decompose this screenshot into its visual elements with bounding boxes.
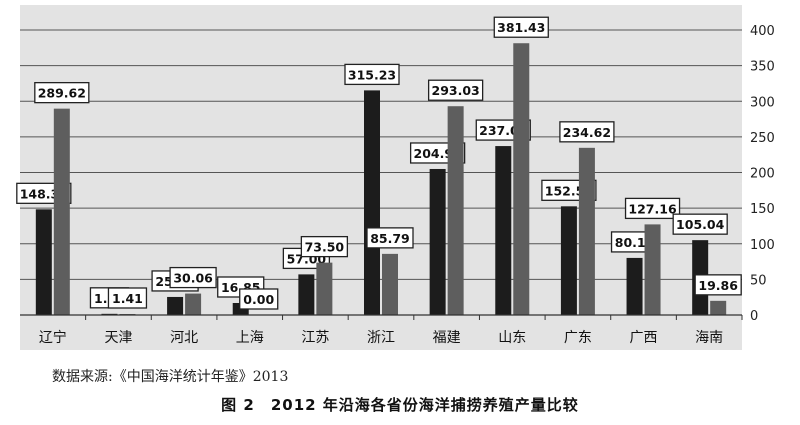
x-tick-label: 上海 [236, 330, 264, 346]
data-label: 315.23 [348, 67, 396, 82]
data-label: 1.41 [112, 291, 143, 306]
x-tick-label: 河北 [170, 330, 198, 346]
bar-series-2 [513, 43, 530, 315]
data-label-box [239, 288, 279, 310]
bar-series-1 [495, 146, 512, 315]
data-label: 30.06 [173, 271, 213, 286]
x-tick-label: 广东 [564, 330, 592, 346]
bar-series-1 [35, 209, 52, 315]
data-label-box [366, 227, 414, 249]
data-label: 381.43 [497, 20, 545, 35]
figure-caption: 图 2 2012 年沿海各省份海洋捕捞养殖产量比较 [221, 396, 579, 414]
x-tick-label: 江苏 [301, 330, 329, 346]
y-tick-label: 350 [750, 60, 775, 75]
y-tick-label: 200 [750, 167, 775, 182]
data-label-box [427, 79, 484, 101]
x-tick-label: 福建 [433, 330, 461, 346]
data-label: 0.00 [243, 292, 274, 307]
data-label: 234.62 [563, 125, 611, 140]
bar-series-1 [364, 90, 380, 316]
y-tick-label: 400 [750, 24, 775, 39]
x-tick-label: 天津 [104, 330, 132, 346]
y-tick-label: 50 [750, 273, 767, 288]
data-label-box [169, 266, 217, 289]
data-label: 127.16 [628, 201, 677, 216]
bar-series-2 [447, 106, 464, 315]
bar-series-2 [644, 224, 661, 315]
bar-series-2 [53, 108, 70, 315]
bar-series-2 [578, 147, 595, 315]
bar-series-1 [167, 296, 184, 315]
x-tick-label: 山东 [498, 330, 526, 346]
data-label-box [559, 121, 615, 143]
x-tick-label: 辽宁 [39, 329, 67, 346]
data-label: 289.62 [38, 86, 86, 101]
data-label-box [34, 81, 90, 104]
bar-series-2 [710, 300, 727, 315]
bar-chart: 050100150200250300350400辽宁148.31289.62天津… [16, 5, 775, 350]
data-label-box [344, 63, 400, 86]
y-tick-label: 150 [750, 202, 775, 217]
data-label: 105.04 [676, 217, 725, 232]
bar-series-1 [560, 206, 577, 315]
data-label-box [694, 274, 742, 296]
chart-panel: 0 50 100 150 200 250 300 350 400 辽宁 148.31 289.62 天津… [16, 5, 775, 350]
bar-series-2 [185, 293, 202, 315]
data-label: 19.86 [698, 278, 738, 293]
y-tick-label: 250 [750, 131, 775, 146]
x-tick-label: 海南 [695, 330, 723, 346]
data-label-box [493, 16, 549, 38]
y-tick-label: 0 [750, 309, 758, 324]
data-label-box [300, 235, 349, 258]
bar-series-2 [316, 262, 333, 315]
y-tick-label: 100 [750, 238, 775, 253]
y-tick-label: 300 [750, 95, 775, 110]
x-tick-label: 广西 [630, 330, 658, 346]
data-label-box [672, 213, 728, 235]
source-note: 数据来源:《中国海洋统计年鉴》2013 [52, 369, 289, 385]
bar-series-2 [382, 253, 398, 315]
data-label-box [107, 287, 148, 309]
data-label: 85.79 [370, 231, 410, 246]
data-label: 80.11 [615, 235, 655, 250]
bar-series-1 [298, 274, 315, 315]
bar-series-1 [429, 168, 446, 315]
data-label-box [624, 197, 681, 220]
data-label: 293.03 [432, 83, 480, 98]
x-tick-label: 浙江 [367, 330, 395, 346]
bar-series-1 [626, 257, 643, 315]
data-label: 73.50 [305, 240, 345, 255]
